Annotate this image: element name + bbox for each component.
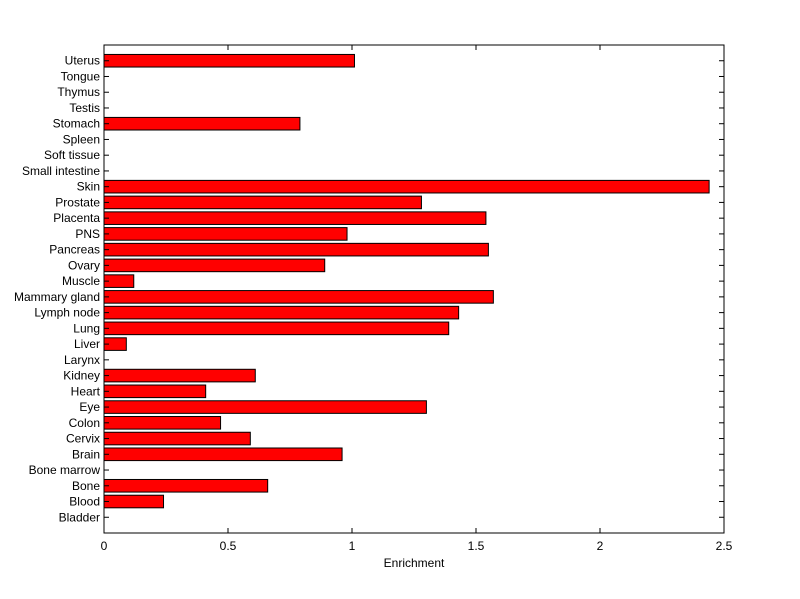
category-label-spleen: Spleen xyxy=(63,132,100,146)
bar-colon xyxy=(103,416,222,430)
category-label-small-intestine: Small intestine xyxy=(22,164,100,178)
category-label-uterus: Uterus xyxy=(65,54,100,68)
bar-mammary-gland xyxy=(103,290,494,304)
plot-frame xyxy=(103,44,725,534)
bar-pancreas xyxy=(103,242,489,257)
x-tick-label: 0 xyxy=(101,539,108,553)
category-label-thymus: Thymus xyxy=(57,85,100,99)
category-label-liver: Liver xyxy=(74,337,100,351)
bar-skin xyxy=(103,179,710,194)
category-label-colon: Colon xyxy=(69,416,100,430)
category-label-mammary-gland: Mammary gland xyxy=(14,290,100,304)
category-label-ovary: Ovary xyxy=(68,258,100,272)
bar-lung xyxy=(103,321,450,336)
category-label-bone-marrow: Bone marrow xyxy=(29,463,101,477)
bar-lymph-node xyxy=(103,305,460,320)
category-label-cervix: Cervix xyxy=(66,432,100,446)
category-label-testis: Testis xyxy=(69,101,100,115)
bar-bone xyxy=(103,478,269,493)
category-label-eye: Eye xyxy=(79,400,100,414)
bar-uterus xyxy=(103,53,355,68)
category-label-lung: Lung xyxy=(73,321,100,335)
category-label-muscle: Muscle xyxy=(62,274,100,288)
bar-brain xyxy=(103,447,343,462)
category-label-larynx: Larynx xyxy=(64,353,100,367)
category-label-kidney: Kidney xyxy=(63,369,100,383)
category-label-heart: Heart xyxy=(71,384,101,398)
category-label-prostate: Prostate xyxy=(55,195,100,209)
bar-stomach xyxy=(103,116,301,131)
bar-cervix xyxy=(103,431,251,446)
category-label-blood: Blood xyxy=(69,495,100,509)
x-tick-label: 1 xyxy=(349,539,356,553)
category-label-soft-tissue: Soft tissue xyxy=(44,148,100,162)
bar-heart xyxy=(103,384,207,399)
x-tick-label: 2 xyxy=(597,539,604,553)
x-tick-label: 0.5 xyxy=(220,539,237,553)
bar-placenta xyxy=(103,211,487,225)
category-label-lymph-node: Lymph node xyxy=(34,306,100,320)
category-label-stomach: Stomach xyxy=(53,117,100,131)
category-label-pns: PNS xyxy=(75,227,100,241)
category-label-skin: Skin xyxy=(77,180,100,194)
category-label-brain: Brain xyxy=(72,447,100,461)
bar-ovary xyxy=(103,258,326,273)
bar-pns xyxy=(103,227,348,241)
x-tick-label: 2.5 xyxy=(716,539,733,553)
bar-eye xyxy=(103,400,427,414)
bar-prostate xyxy=(103,195,422,210)
category-label-placenta: Placenta xyxy=(53,211,100,225)
x-axis-label: Enrichment xyxy=(384,556,445,570)
category-label-tongue: Tongue xyxy=(61,69,101,83)
category-label-bone: Bone xyxy=(72,479,100,493)
x-tick-label: 1.5 xyxy=(468,539,485,553)
category-label-pancreas: Pancreas xyxy=(49,243,100,257)
category-label-bladder: Bladder xyxy=(59,510,100,524)
bar-blood xyxy=(103,494,165,509)
bar-kidney xyxy=(103,368,256,383)
x-tick-labels: 0 0.5 1 1.5 2 2.5 xyxy=(101,539,733,553)
